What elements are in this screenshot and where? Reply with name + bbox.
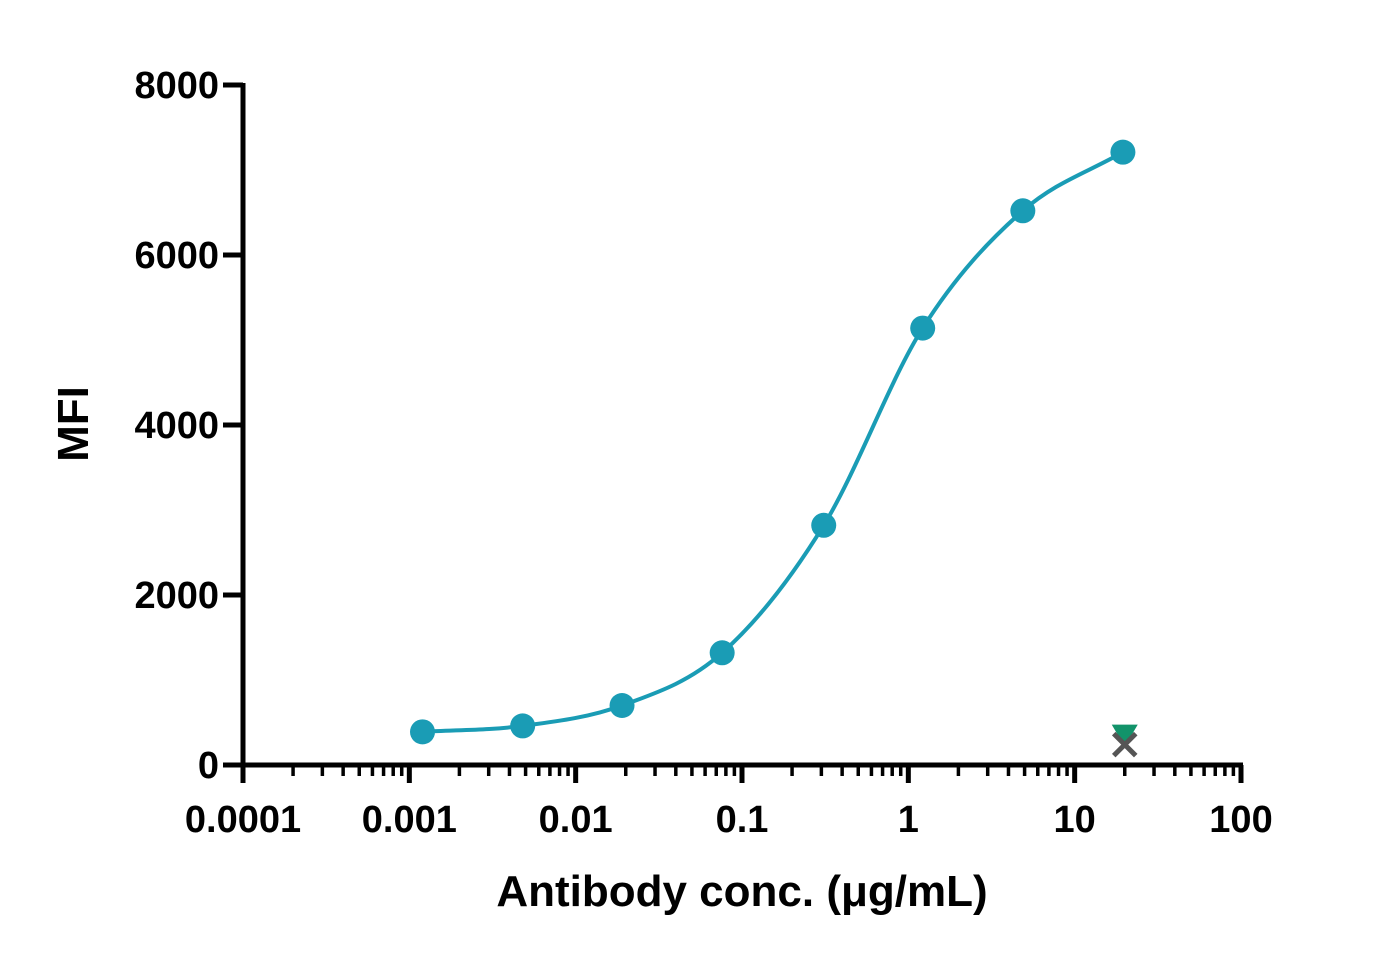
data-point <box>609 693 635 718</box>
x-axis-title: Antibody conc. (μg/mL) <box>496 867 987 916</box>
data-point <box>410 719 436 745</box>
y-tick-label: 2000 <box>134 575 219 617</box>
fit-curve <box>422 150 1124 734</box>
x-tick-label: 0.1 <box>716 799 769 841</box>
control-point-triangle <box>1111 724 1138 747</box>
y-tick-label: 0 <box>198 745 219 787</box>
control-point-x <box>1111 731 1138 758</box>
data-point <box>1010 198 1036 224</box>
data-point <box>811 512 837 538</box>
x-tick-label: 10 <box>1054 799 1096 841</box>
y-tick-label: 6000 <box>134 235 219 277</box>
y-tick-label: 4000 <box>134 405 219 447</box>
data-point <box>709 640 735 666</box>
y-axis: 0 2000 4000 6000 8000 <box>134 65 246 787</box>
x-tick-label: 1 <box>898 799 919 841</box>
fit-curves <box>422 150 1124 734</box>
x-tick-label: 100 <box>1209 799 1272 841</box>
data-point <box>510 713 536 739</box>
data-points <box>410 139 1138 758</box>
x-tick-label: 0.0001 <box>185 799 301 841</box>
y-axis-title: MFI <box>49 386 98 462</box>
x-tick-label: 0.01 <box>539 799 613 841</box>
x-axis: 0.0001 0.001 0.01 0.1 1 10 100 <box>185 762 1273 841</box>
x-tick-label: 0.001 <box>362 799 457 841</box>
y-tick-label: 8000 <box>134 65 219 107</box>
data-point <box>910 315 936 341</box>
data-point <box>1110 139 1136 165</box>
